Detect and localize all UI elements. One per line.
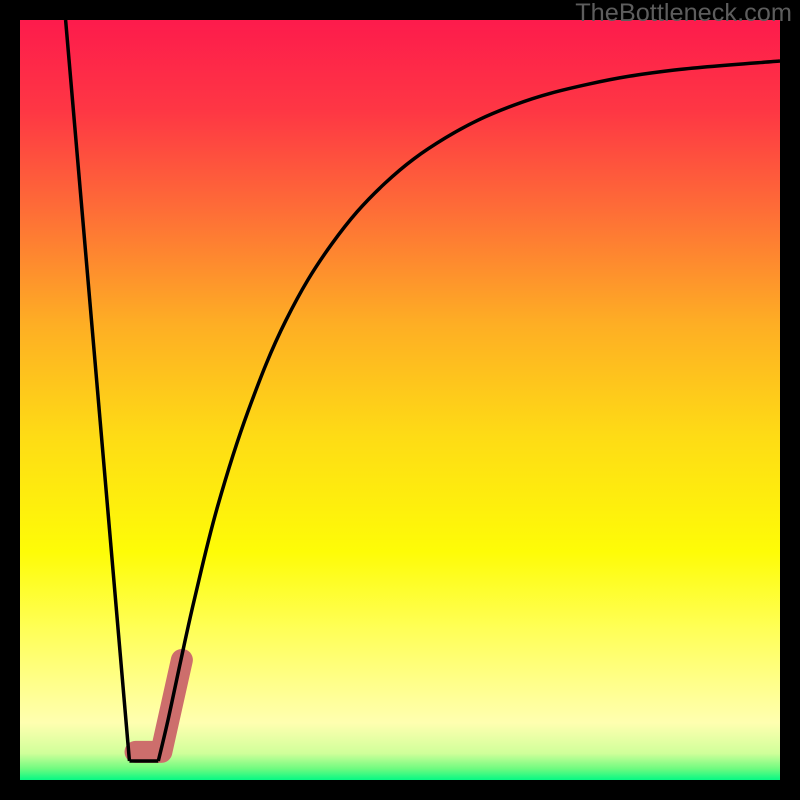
bottleneck-chart — [0, 0, 800, 800]
chart-root: TheBottleneck.com — [0, 0, 800, 800]
plot-background — [20, 20, 780, 780]
